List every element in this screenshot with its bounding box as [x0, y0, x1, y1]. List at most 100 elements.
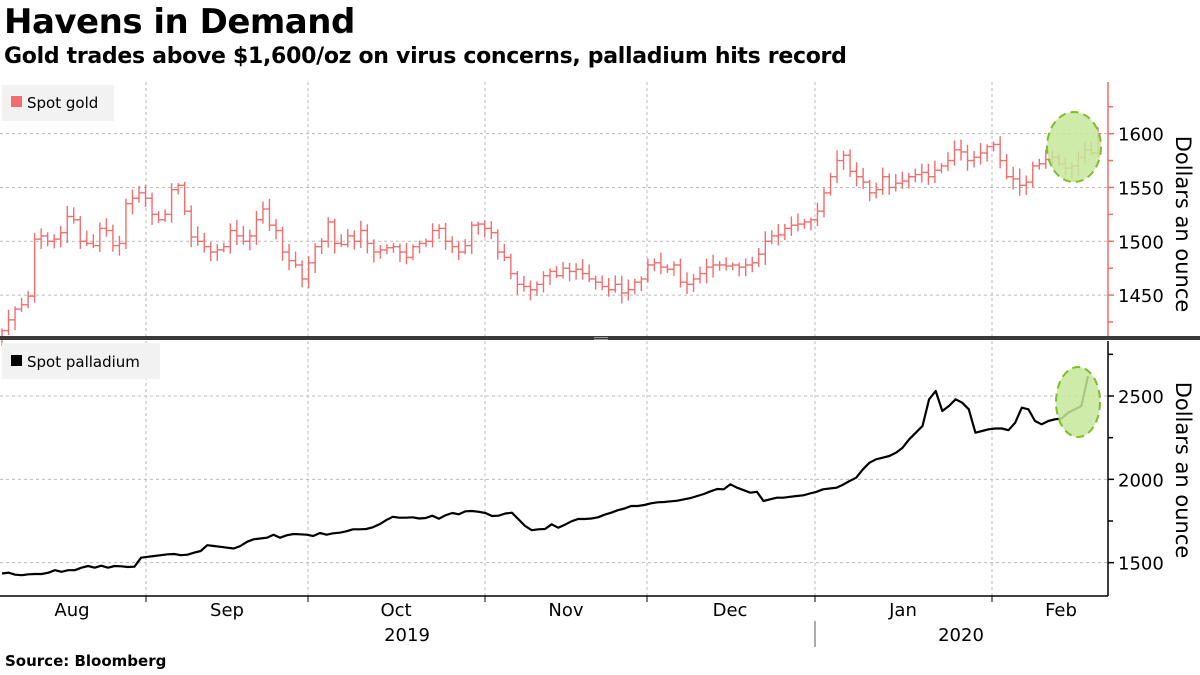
gold-ohlc-bar	[403, 242, 410, 265]
gold-ohlc-bar	[494, 229, 502, 260]
gold-ohlc-bar	[970, 151, 978, 168]
gold-ohlc-bar	[96, 222, 104, 253]
gold-ohlc-bar	[527, 280, 534, 301]
gold-ohlc-bar	[651, 258, 658, 272]
gold-ohlc-bar	[18, 297, 25, 312]
gold-ohlc-bar	[788, 216, 795, 236]
gold-ohlc-bar	[748, 256, 756, 273]
gold-ohlc-bar	[305, 256, 312, 289]
gold-gridlines	[0, 82, 1108, 336]
gold-ohlc-bar	[618, 275, 626, 304]
panel-divider-grip[interactable]	[594, 339, 608, 340]
gold-ohlc-bar	[318, 238, 325, 254]
gold-ohlc-bar	[416, 240, 423, 254]
gold-ohlc-bar	[70, 207, 78, 224]
gold-legend-swatch	[11, 96, 22, 107]
gold-ohlc-bar	[775, 224, 782, 246]
gold-ohlc-bar	[129, 189, 136, 215]
gold-ohlc-bar	[11, 306, 19, 331]
gold-ohlc-bar	[292, 251, 299, 268]
gold-ohlc-bar	[57, 225, 64, 248]
gold-ohlc-bar	[390, 243, 397, 253]
gold-ohlc-bar	[298, 260, 306, 288]
gold-ohlc-bar	[931, 160, 939, 184]
gold-ohlc-bar	[944, 152, 952, 172]
gold-ohlc-bar	[546, 268, 554, 286]
gold-ohlc-bar	[200, 232, 208, 253]
gold-y-ticks: 1450 1500 1550 1600	[1108, 106, 1164, 323]
gold-highlight-ellipse	[1046, 111, 1102, 183]
gold-ohlc-bar	[501, 243, 508, 262]
gold-ohlc-bar	[905, 172, 913, 189]
gold-ohlc-bar	[455, 241, 462, 260]
gold-ohlc-bar	[1003, 153, 1010, 180]
gold-y-tick-label: 1550	[1118, 178, 1164, 199]
gold-ohlc-bar	[344, 228, 352, 248]
gold-ohlc-bar	[983, 144, 991, 162]
gold-ohlc-bar	[331, 218, 338, 254]
gold-ohlc-bar	[337, 234, 345, 247]
palladium-y-ticks: 1500 2000 2500	[1108, 353, 1164, 575]
gold-ohlc-bar	[859, 167, 867, 190]
gold-ohlc-bar	[833, 150, 841, 184]
palladium-y-tick-label: 2500	[1118, 387, 1164, 408]
gold-ohlc-bar	[396, 243, 404, 263]
gold-ohlc-bar	[83, 230, 91, 246]
gold-ohlc-bar	[1009, 166, 1017, 190]
gold-ohlc-bar	[481, 220, 489, 238]
gold-ohlc-bar	[899, 171, 906, 189]
gold-y-tick-label: 1500	[1118, 232, 1164, 253]
gold-ohlc-bar	[507, 253, 515, 280]
gold-series	[0, 127, 1102, 346]
gold-ohlc-bar	[670, 261, 678, 276]
gold-ohlc-bar	[885, 173, 893, 195]
gold-ohlc-bar	[461, 239, 469, 255]
gold-ohlc-bar	[109, 224, 117, 252]
x-month-label-dec: Dec	[713, 600, 748, 621]
gold-ohlc-bar	[585, 264, 593, 283]
gold-ohlc-bar	[722, 257, 730, 271]
gold-ohlc-bar	[448, 236, 456, 254]
gold-ohlc-bar	[103, 218, 110, 237]
gold-ohlc-bar	[279, 226, 286, 261]
gold-ohlc-bar	[801, 218, 808, 229]
gold-ohlc-bar	[872, 182, 880, 199]
panel-divider-grip[interactable]	[594, 337, 608, 338]
gold-ohlc-bar	[892, 174, 900, 192]
palladium-y-axis-title: Dollars an ounce	[1171, 382, 1195, 559]
gold-ohlc-bar	[918, 163, 926, 183]
gold-ohlc-bar	[24, 290, 32, 309]
gold-ohlc-bar	[187, 205, 195, 248]
gold-ohlc-bar	[853, 162, 860, 187]
gold-ohlc-bar	[148, 192, 156, 225]
gold-ohlc-bar	[259, 201, 267, 224]
x-month-label-oct: Oct	[380, 600, 411, 621]
gold-ohlc-bar	[142, 185, 149, 207]
gold-y-tick-label: 1600	[1118, 125, 1164, 146]
gold-ohlc-bar	[122, 198, 130, 250]
gold-ohlc-bar	[488, 221, 495, 240]
palladium-highlight-ellipse	[1055, 366, 1101, 438]
gold-ohlc-bar	[429, 223, 436, 248]
year-label-2019: 2019	[384, 625, 430, 646]
gold-ohlc-bar	[161, 209, 169, 222]
gold-ohlc-bar	[592, 275, 599, 290]
gold-ohlc-bar	[964, 144, 971, 171]
x-month-label-aug: Aug	[54, 600, 89, 621]
gold-ohlc-bar	[1029, 161, 1037, 188]
gold-ohlc-bar	[625, 279, 632, 301]
palladium-legend-box	[2, 343, 160, 379]
gold-ohlc-bar	[233, 219, 241, 246]
gold-ohlc-bar	[520, 275, 528, 292]
gold-legend-label: Spot gold	[27, 94, 98, 112]
gold-y-tick-label: 1450	[1118, 286, 1164, 307]
gold-ohlc-bar	[311, 243, 319, 273]
gold-ohlc-bar	[657, 252, 665, 275]
gold-ohlc-bar	[514, 271, 521, 295]
gold-ohlc-bar	[135, 185, 143, 203]
source-note: Source: Bloomberg	[5, 652, 167, 670]
gold-ohlc-bar	[846, 149, 854, 177]
palladium-y-tick-label: 2000	[1118, 470, 1164, 491]
x-month-label-nov: Nov	[548, 600, 583, 621]
